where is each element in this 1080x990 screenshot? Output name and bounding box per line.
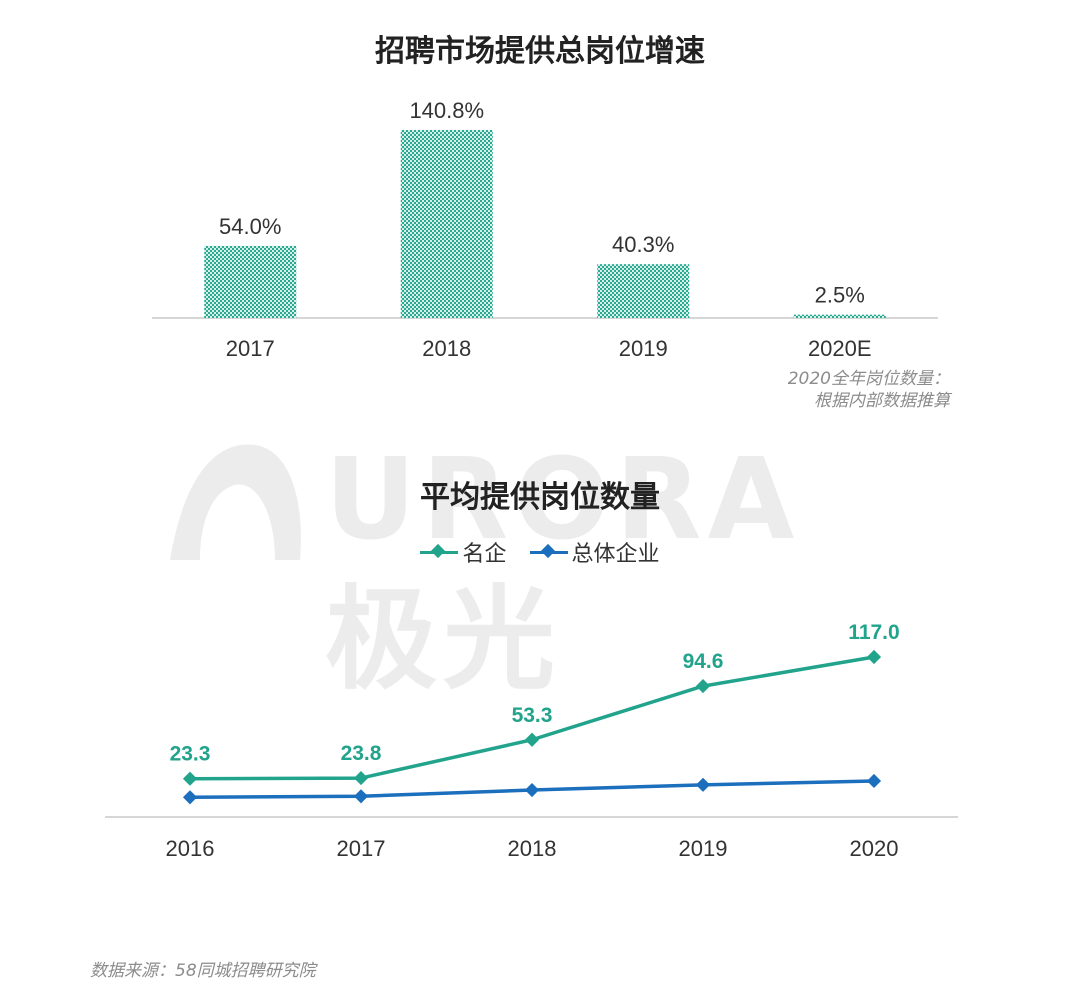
series-0-point [182, 771, 198, 786]
series-1-point [866, 773, 882, 789]
watermark: URORA 极光 [160, 430, 920, 705]
bar-chart-title: 招聘市场提供总岗位增速 [375, 34, 705, 69]
aurora-logo-icon [170, 444, 301, 560]
legend-label-bottom: 总体企业 [571, 542, 660, 567]
bar-x-tick-label: 2019 [619, 336, 668, 361]
line-legend: 名企 总体企业 [0, 536, 1080, 568]
series-0-data-label: 23.8 [341, 742, 382, 765]
series-1-point [695, 777, 711, 792]
bar-value-label: 40.3% [612, 232, 674, 257]
bar-2018 [400, 130, 493, 318]
series-0-point [353, 771, 369, 786]
bar-2019 [597, 264, 690, 318]
bar-x-tick-label: 2020E [808, 336, 872, 361]
line-x-tick-label: 2018 [508, 836, 557, 861]
bar-x-tick-label: 2018 [422, 336, 471, 361]
series-1-point [182, 790, 198, 805]
series-0-data-label: 94.6 [683, 650, 724, 673]
source-note: 数据来源：58同城招聘研究院 [90, 961, 316, 981]
estimate-note-line-2: 根据内部数据推算 [814, 391, 950, 411]
series-1-point [524, 782, 540, 798]
bar-value-label: 2.5% [815, 283, 865, 308]
line-x-tick-label: 2017 [337, 836, 386, 861]
series-0-point [524, 732, 540, 747]
bar-chart: 54.0% 2017 140.8% 2018 40.3% 2019 2.5% 2020E [152, 98, 938, 361]
line-x-tick-label: 2020 [850, 836, 899, 861]
legend-swatch-top [420, 543, 459, 559]
series-0-data-label: 53.3 [512, 704, 553, 727]
bar-value-label: 54.0% [219, 214, 281, 239]
series-0-data-label: 23.3 [170, 743, 211, 766]
series-0-point [695, 679, 711, 694]
bar-value-label: 140.8% [409, 98, 484, 123]
bar-x-tick-label: 2017 [226, 336, 275, 361]
series-1-point [353, 789, 369, 804]
estimate-note: 2020全年岗位数量： 根据内部数据推算 [700, 368, 950, 412]
line-x-tick-label: 2016 [166, 836, 215, 861]
legend-item-bottom: 总体企业 [529, 536, 660, 568]
bar-2017 [204, 245, 297, 318]
legend-label-top: 名企 [462, 542, 507, 567]
estimate-note-line-1: 2020全年岗位数量： [787, 369, 950, 389]
bar-2020E [793, 314, 886, 318]
series-0-point [866, 649, 882, 665]
legend-swatch-bottom [529, 543, 568, 559]
legend-item-top: 名企 [420, 536, 507, 568]
line-x-tick-label: 2019 [679, 836, 728, 861]
series-0-data-label: 117.0 [848, 621, 899, 644]
line-chart-title: 平均提供岗位数量 [420, 480, 660, 515]
watermark-text: URORA 极光 [325, 435, 801, 705]
